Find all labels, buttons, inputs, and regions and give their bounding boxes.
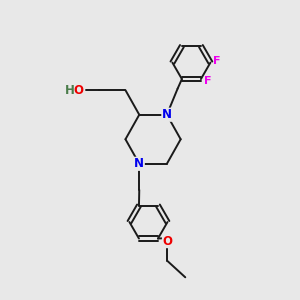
- Text: O: O: [163, 235, 172, 248]
- Text: F: F: [204, 76, 212, 85]
- Text: H: H: [65, 84, 75, 97]
- Text: N: N: [134, 157, 144, 170]
- Text: O: O: [74, 84, 83, 97]
- Text: N: N: [162, 108, 172, 121]
- Text: F: F: [213, 56, 221, 66]
